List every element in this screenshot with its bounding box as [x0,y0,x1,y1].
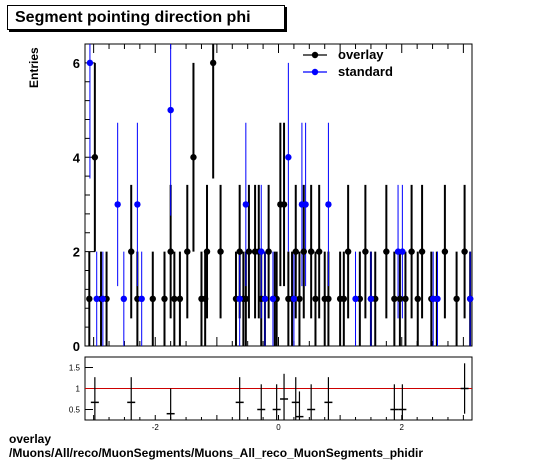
standard-point [399,248,406,255]
y-axis-label: Entries [27,47,41,88]
overlay-point [396,295,404,303]
overlay-point [91,154,99,161]
overlay-point [307,248,315,255]
overlay-point [441,248,449,255]
standard-point [236,295,243,303]
overlay-point [292,248,299,255]
overlay-point [461,248,468,255]
overlay-point [344,248,352,255]
legend-overlay-label: overlay [338,47,384,62]
main-plot: 0 2 4 6 Entries [27,43,474,354]
standard-point [99,295,107,303]
overlay-point [418,248,426,255]
overlay-point [280,201,288,208]
standard-point [242,201,250,208]
overlay-point [176,295,184,303]
ratio-x-tick-label: 2 [400,423,405,432]
overlay-point [453,295,460,303]
overlay-point [201,295,209,303]
ratio-x-tick-label: -2 [152,423,160,432]
ratio-plot: 0.5 1 1.5 -2 0 2 [69,356,473,432]
overlay-point [296,295,303,303]
standard-point [285,154,292,161]
overlay-point [217,248,224,255]
standard-point [167,106,174,114]
overlay-point [236,248,243,255]
legend-standard-marker [311,68,319,76]
overlay-point [161,295,168,303]
overlay-point [209,59,217,67]
standard-point [466,295,474,303]
standard-point [352,295,359,303]
main-data-points [86,59,474,303]
overlay-point [340,295,348,303]
standard-point [138,295,145,303]
legend-standard-label: standard [338,64,393,79]
overlay-point [190,154,197,161]
overlay-point [315,248,323,255]
main-error-bars [88,44,472,346]
legend-overlay-marker [311,51,319,59]
ratio-x-tick-label: 0 [276,423,281,432]
overlay-point [171,295,178,303]
overlay-point [391,295,398,303]
main-y-tick-label: 4 [73,150,81,165]
overlay-point [312,295,319,303]
standard-point [258,248,265,255]
standard-point [93,295,100,303]
ratio-y-tick-label: 1.5 [69,364,81,373]
overlay-point [128,248,135,255]
overlay-point [408,248,415,255]
main-y-tick-label: 2 [73,245,80,260]
standard-point [134,201,141,208]
standard-point [325,201,332,208]
overlay-point [86,295,93,303]
caption-line-1: overlay [9,432,52,446]
standard-point [269,295,277,303]
standard-point [434,295,441,303]
ratio-axis-ticks: 0.5 1 1.5 -2 0 2 [69,364,464,432]
standard-point [114,201,121,208]
overlay-point [203,248,211,255]
overlay-point [167,248,174,255]
ratio-data-points [90,363,469,420]
overlay-point [245,248,253,255]
overlay-point [402,295,409,303]
overlay-point [242,295,250,303]
main-y-tick-label: 0 [73,339,80,354]
standard-point [367,295,375,303]
overlay-point [383,248,390,255]
overlay-point [149,295,156,303]
ratio-y-tick-label: 1 [76,385,81,394]
standard-point [290,295,298,303]
caption-line-2: /Muons/All/reco/MuonSegments/Muons_All_r… [9,446,424,460]
overlay-point [265,248,272,255]
main-y-tick-label: 6 [73,56,80,71]
standard-point [302,201,309,208]
chart-title: Segment pointing direction phi [7,5,285,30]
overlay-point [362,248,369,255]
standard-point [120,295,128,303]
overlay-point [325,295,332,303]
overlay-point [184,248,191,255]
ratio-y-tick-label: 0.5 [69,406,81,415]
standard-point [86,59,94,67]
standard-point [261,295,269,303]
overlay-point [300,248,307,255]
legend: overlay standard [303,47,393,79]
overlay-point [414,295,421,303]
